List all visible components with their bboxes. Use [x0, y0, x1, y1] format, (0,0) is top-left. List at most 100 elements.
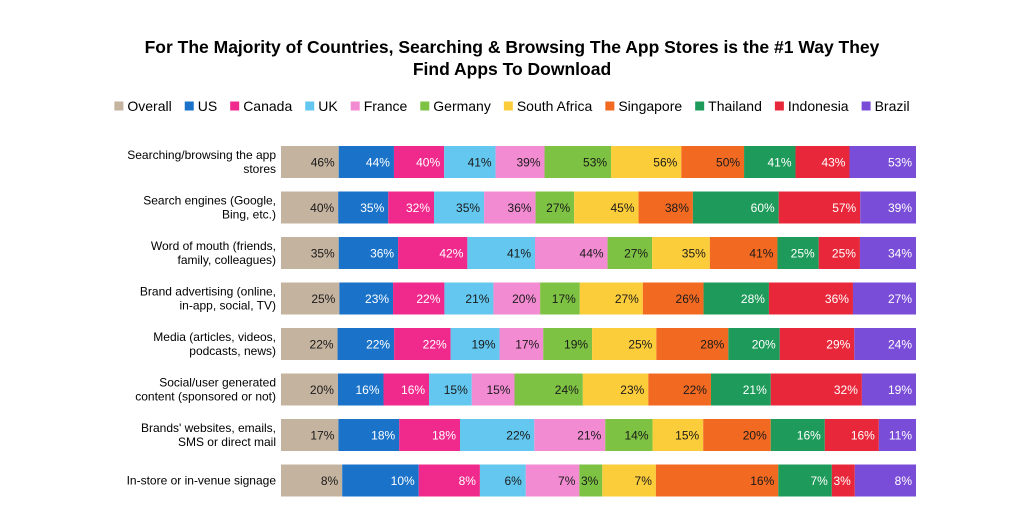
- data-label: 35%: [360, 201, 384, 215]
- bar-segment: [393, 282, 445, 315]
- data-label: 22%: [416, 292, 440, 306]
- legend-item: Singapore: [605, 98, 682, 114]
- data-label: 29%: [826, 338, 850, 352]
- data-label: 3%: [833, 474, 851, 488]
- data-label: 56%: [653, 156, 677, 170]
- data-label: 22%: [366, 338, 390, 352]
- bar-segment: [429, 373, 472, 406]
- data-label: 45%: [611, 201, 635, 215]
- data-label: 8%: [321, 474, 339, 488]
- data-label: 53%: [888, 156, 912, 170]
- bar-segment: [648, 373, 711, 406]
- bar-row: 17% 18% 18% 22% 21% 14% 15% 20% 16% 16% 11%: [281, 419, 916, 451]
- legend-item: South Africa: [503, 98, 593, 114]
- category-label: Searching/browsing the app stores: [127, 148, 276, 176]
- bar-segment: [388, 191, 435, 224]
- bar-segment: [779, 328, 855, 360]
- data-label: 39%: [888, 201, 912, 215]
- category-label-line: Media (articles, videos,: [153, 330, 276, 344]
- data-label: 44%: [366, 156, 390, 170]
- data-label: 17%: [515, 338, 539, 352]
- data-label: 17%: [310, 429, 334, 443]
- bar-segment: [444, 146, 496, 178]
- data-label: 14%: [625, 429, 649, 443]
- data-label: 36%: [370, 247, 394, 261]
- bar-segment: [605, 419, 653, 451]
- data-label: 26%: [676, 292, 700, 306]
- legend-label: Canada: [243, 98, 292, 114]
- legend-swatch: [503, 101, 513, 111]
- data-label: 8%: [895, 474, 913, 488]
- bar-segment: [768, 282, 853, 315]
- data-label: 24%: [555, 383, 579, 397]
- bar-segment: [281, 282, 340, 315]
- category-label-line: Word of mouth (friends,: [151, 239, 276, 253]
- bar-segment: [692, 191, 779, 224]
- legend-label: Thailand: [708, 98, 762, 114]
- data-label: 34%: [888, 247, 912, 261]
- data-label: 19%: [564, 338, 588, 352]
- bar-segment: [495, 146, 545, 178]
- category-label: Social/user generated content (sponsored …: [135, 376, 276, 404]
- data-label: 35%: [311, 247, 335, 261]
- bar-segment: [535, 237, 608, 269]
- legend-swatch: [420, 101, 430, 111]
- data-label: 8%: [459, 474, 477, 488]
- bar-row: 35% 36% 42% 41% 44% 27% 35% 41% 25% 25% 34%: [281, 237, 916, 269]
- legend-swatch: [230, 101, 240, 111]
- legend-label: UK: [318, 98, 338, 114]
- bar-segment: [450, 328, 500, 360]
- bar-segment: [434, 191, 485, 224]
- data-label: 41%: [507, 247, 531, 261]
- data-label: 24%: [888, 338, 912, 352]
- data-label: 42%: [439, 247, 463, 261]
- bar-segment: [525, 464, 580, 497]
- legend-label: Indonesia: [788, 98, 849, 114]
- data-label: 57%: [832, 201, 856, 215]
- data-label: 15%: [444, 383, 468, 397]
- bar-segment: [607, 237, 653, 269]
- category-label-line: In-store or in-venue signage: [127, 474, 277, 488]
- bar-segment: [611, 146, 682, 178]
- data-label: 32%: [834, 383, 858, 397]
- category-label-line: Brand advertising (online,: [140, 285, 276, 299]
- data-label: 7%: [558, 474, 576, 488]
- data-label: 40%: [310, 201, 334, 215]
- data-label: 28%: [700, 338, 724, 352]
- data-label: 20%: [310, 383, 334, 397]
- bar-segment: [467, 237, 535, 269]
- category-label: Word of mouth (friends, family, colleague…: [151, 239, 276, 267]
- bar-segment: [393, 146, 445, 178]
- category-label: Search engines (Google, Bing, etc.): [143, 194, 276, 222]
- bar-segment: [638, 191, 693, 224]
- bar-segment: [602, 464, 656, 497]
- bar-row: 46% 44% 40% 41% 39% 53% 56% 50% 41% 43% 53%: [281, 146, 916, 178]
- bar-segment: [540, 282, 580, 315]
- data-label: 15%: [675, 429, 699, 443]
- data-label: 16%: [355, 383, 379, 397]
- category-label: Brands' websites, emails, SMS or direct m…: [141, 421, 276, 449]
- data-label: 22%: [506, 429, 530, 443]
- data-label: 27%: [546, 201, 570, 215]
- data-label: 22%: [683, 383, 707, 397]
- legend-label: Brazil: [875, 98, 910, 114]
- bar-segment: [493, 282, 541, 315]
- bar-segment: [592, 328, 657, 360]
- legend-label: Overall: [127, 98, 171, 114]
- category-label-line: in-app, social, TV): [180, 299, 277, 313]
- bar-row: 25% 23% 22% 21% 20% 17% 27% 26% 28% 36% 27%: [281, 282, 916, 315]
- data-label: 16%: [401, 383, 425, 397]
- bar-segment: [342, 464, 419, 497]
- data-label: 35%: [456, 201, 480, 215]
- bar-segment: [484, 191, 536, 224]
- bar-segment: [852, 282, 916, 315]
- bars: 46% 44% 40% 41% 39% 53% 56% 50% 41% 43% 53%40% 35% 3…: [281, 146, 916, 497]
- bar-segment: [703, 419, 771, 451]
- data-label: 18%: [432, 429, 456, 443]
- data-label: 44%: [580, 247, 604, 261]
- data-label: 17%: [552, 292, 576, 306]
- data-label: 35%: [682, 247, 706, 261]
- legend-item: Overall: [114, 98, 172, 114]
- bar-segment: [281, 237, 339, 269]
- category-label-line: SMS or direct mail: [178, 435, 276, 449]
